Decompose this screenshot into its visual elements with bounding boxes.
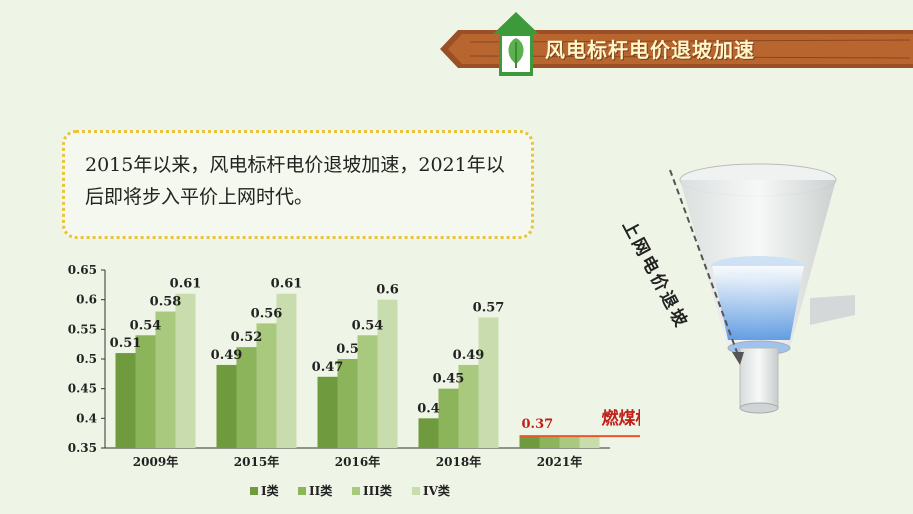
y-tick-label: 0.65 <box>68 263 97 277</box>
legend-swatch <box>352 487 360 495</box>
bar-chart: 0.35 0.4 0.45 0.5 0.55 0.6 0.65 0.51 0.54 0.58 0.… <box>68 263 641 498</box>
bar <box>357 335 378 448</box>
banner-title: 风电标杆电价退坡加速 <box>545 38 755 62</box>
data-label: 0.6 <box>376 283 399 298</box>
bar <box>276 293 297 448</box>
data-label: 0.49 <box>211 348 243 363</box>
legend-label: IV类 <box>423 483 451 498</box>
data-label: 0.5 <box>336 342 359 357</box>
legend-swatch <box>412 487 420 495</box>
data-label: 0.54 <box>130 318 162 333</box>
data-label: 0.45 <box>433 372 465 387</box>
bar <box>155 311 176 448</box>
legend-swatch <box>298 487 306 495</box>
x-tick-label: 2021年 <box>537 454 582 469</box>
data-label: 0.61 <box>170 277 202 292</box>
data-label: 0.58 <box>150 295 182 310</box>
y-tick-label: 0.35 <box>68 441 97 455</box>
bar <box>458 364 479 448</box>
bar <box>216 364 237 448</box>
bar-2021 <box>519 436 540 448</box>
legend-label: I类 <box>261 483 280 498</box>
bar <box>135 335 156 448</box>
x-tick-label: 2018年 <box>436 454 481 469</box>
bar-2021 <box>559 436 580 448</box>
x-tick-label: 2015年 <box>234 454 279 469</box>
x-tick-label: 2009年 <box>133 454 178 469</box>
bar-2021 <box>539 436 560 448</box>
coal-line-label: 燃煤标杆电价 <box>602 408 641 429</box>
bar-2021 <box>579 436 600 448</box>
data-label: 0.56 <box>251 306 283 321</box>
bar <box>115 353 136 448</box>
data-label: 0.47 <box>312 360 344 375</box>
y-tick-label: 0.4 <box>76 411 97 425</box>
y-tick-label: 0.6 <box>76 293 97 307</box>
data-label: 0.49 <box>453 348 485 363</box>
bar <box>337 359 358 448</box>
legend-swatch <box>250 487 258 495</box>
bar <box>256 323 277 448</box>
callout-box: 2015年以来，风电标杆电价退坡加速，2021年以后即将步入平价上网时代。 <box>62 130 534 239</box>
legend-label: III类 <box>363 483 393 498</box>
coal-value-label: 0.37 <box>522 417 554 432</box>
bar <box>236 347 257 448</box>
callout-text: 2015年以来，风电标杆电价退坡加速，2021年以后即将步入平价上网时代。 <box>85 154 505 208</box>
data-label: 0.61 <box>271 277 303 292</box>
bar <box>418 418 439 448</box>
x-tick-label: 2016年 <box>335 454 380 469</box>
bar <box>175 293 196 448</box>
title-banner <box>440 30 913 68</box>
bar <box>438 388 459 448</box>
legend-label: II类 <box>309 483 333 498</box>
bar <box>317 376 338 448</box>
y-tick-label: 0.55 <box>68 322 97 336</box>
data-label: 0.51 <box>110 336 142 351</box>
funnel-illustration <box>669 163 855 414</box>
y-tick-label: 0.5 <box>76 352 97 366</box>
data-label: 0.4 <box>417 401 440 416</box>
y-tick-label: 0.45 <box>68 382 97 396</box>
house-leaf-icon <box>493 12 539 76</box>
data-label: 0.54 <box>352 318 384 333</box>
bar <box>478 317 499 448</box>
data-label: 0.57 <box>473 300 505 315</box>
data-label: 0.52 <box>231 330 263 345</box>
bar <box>377 299 398 448</box>
